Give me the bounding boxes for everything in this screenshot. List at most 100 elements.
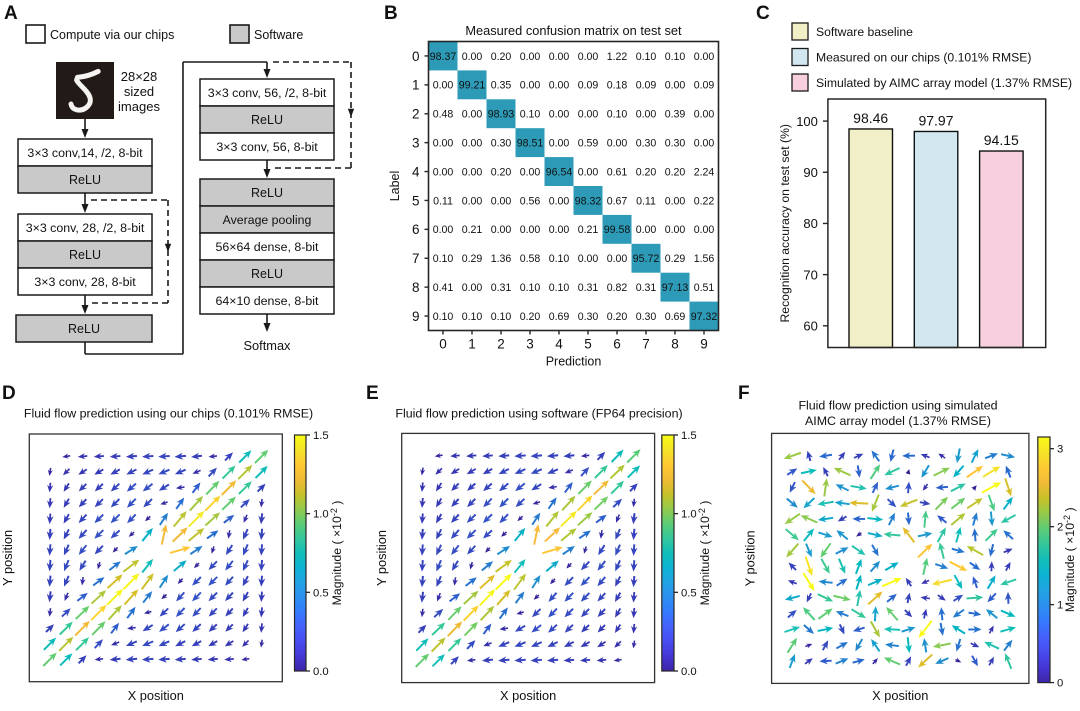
svg-text:0.0: 0.0 [313,666,329,678]
svg-text:0.59: 0.59 [578,137,599,149]
svg-text:1.0: 1.0 [681,509,697,521]
svg-text:0.00: 0.00 [433,224,454,236]
svg-text:3×3 conv, 28, /2, 8-bit: 3×3 conv, 28, /2, 8-bit [26,221,145,235]
svg-text:0.20: 0.20 [607,311,628,323]
svg-text:0.10: 0.10 [665,51,686,63]
svg-text:0.00: 0.00 [665,80,686,92]
svg-text:0.00: 0.00 [694,51,715,63]
svg-text:0.11: 0.11 [636,195,656,207]
svg-text:97.97: 97.97 [918,112,953,128]
svg-text:0.5: 0.5 [681,587,697,599]
svg-text:9: 9 [412,309,420,324]
svg-text:0.00: 0.00 [462,51,483,63]
svg-text:X position: X position [128,688,184,703]
svg-text:0.00: 0.00 [549,224,570,236]
svg-text:0.00: 0.00 [520,224,541,236]
svg-text:0.56: 0.56 [520,195,541,207]
svg-text:0.31: 0.31 [578,282,599,294]
svg-text:4: 4 [555,337,563,352]
svg-text:2: 2 [497,337,505,352]
svg-text:3×3 conv, 56, /2, 8-bit: 3×3 conv, 56, /2, 8-bit [208,86,327,100]
svg-text:0.69: 0.69 [665,311,686,323]
svg-text:28×28: 28×28 [121,69,158,84]
svg-text:4: 4 [412,164,420,179]
svg-text:0.10: 0.10 [433,311,454,323]
svg-text:0.30: 0.30 [578,311,599,323]
svg-text:98.46: 98.46 [853,110,888,126]
svg-text:98.51: 98.51 [517,137,544,149]
svg-text:0.00: 0.00 [549,137,570,149]
svg-text:0.18: 0.18 [607,80,628,92]
svg-text:Fluid flow prediction using si: Fluid flow prediction using simulated [798,398,997,412]
svg-text:0.00: 0.00 [636,109,657,121]
svg-text:0.30: 0.30 [636,311,657,323]
svg-text:0.58: 0.58 [520,253,541,265]
svg-text:6: 6 [613,337,621,352]
svg-text:0.41: 0.41 [433,282,454,294]
svg-text:97.32: 97.32 [691,311,718,323]
svg-text:0.00: 0.00 [462,137,483,149]
svg-text:0.00: 0.00 [549,195,570,207]
svg-text:Y position: Y position [743,530,758,586]
svg-text:0.10: 0.10 [491,311,512,323]
svg-text:0.21: 0.21 [462,224,483,236]
svg-text:1: 1 [468,337,476,352]
svg-text:0.00: 0.00 [549,109,570,121]
svg-text:2.24: 2.24 [694,166,715,178]
svg-text:7: 7 [642,337,650,352]
svg-text:0.20: 0.20 [665,166,686,178]
svg-text:0.10: 0.10 [433,253,454,265]
svg-text:AIMC array model (1.37% RMSE): AIMC array model (1.37% RMSE) [805,414,991,428]
svg-text:0.00: 0.00 [462,166,483,178]
svg-text:8: 8 [412,280,420,295]
svg-text:0.00: 0.00 [578,109,599,121]
svg-text:0.5: 0.5 [313,587,329,599]
svg-text:0.09: 0.09 [694,80,715,92]
svg-text:0.00: 0.00 [578,253,599,265]
svg-text:0.00: 0.00 [520,51,541,63]
svg-text:ReLU: ReLU [251,267,283,281]
svg-text:X position: X position [500,688,556,703]
svg-text:0.10: 0.10 [520,282,541,294]
svg-text:Software baseline: Software baseline [816,25,913,39]
svg-text:0.10: 0.10 [520,109,541,121]
svg-text:1: 1 [1057,600,1063,612]
svg-text:0.00: 0.00 [694,109,715,121]
svg-text:X position: X position [872,688,928,703]
svg-text:90: 90 [803,165,817,180]
svg-text:1.5: 1.5 [681,430,697,442]
svg-text:Measured confusion matrix on t: Measured confusion matrix on test set [465,23,682,38]
svg-text:Y position: Y position [0,530,15,586]
svg-text:0.20: 0.20 [491,166,512,178]
svg-text:B: B [384,3,398,24]
svg-text:1.5: 1.5 [313,430,329,442]
svg-text:0.00: 0.00 [520,80,541,92]
svg-text:0.00: 0.00 [433,80,454,92]
svg-text:64×10 dense, 8-bit: 64×10 dense, 8-bit [216,294,320,308]
svg-text:0: 0 [1057,678,1063,690]
svg-text:3×3 conv, 56, 8-bit: 3×3 conv, 56, 8-bit [216,140,318,154]
svg-text:96.54: 96.54 [546,166,573,178]
svg-text:0.29: 0.29 [665,253,686,265]
svg-text:0.00: 0.00 [462,282,483,294]
svg-text:0: 0 [412,49,420,64]
svg-text:0.00: 0.00 [491,224,512,236]
svg-text:0.30: 0.30 [665,137,686,149]
svg-text:3: 3 [1057,444,1063,456]
svg-text:0.00: 0.00 [578,51,599,63]
svg-text:Magnitude ( ×10-2 ): Magnitude ( ×10-2 ) [1062,507,1077,612]
svg-text:9: 9 [700,337,708,352]
svg-text:0.30: 0.30 [636,137,657,149]
svg-text:Average pooling: Average pooling [223,213,312,227]
svg-text:0.09: 0.09 [636,80,657,92]
svg-text:1: 1 [412,78,420,93]
svg-text:3: 3 [526,337,534,352]
svg-text:Label: Label [388,171,402,202]
svg-text:0.51: 0.51 [694,282,715,294]
svg-text:0.00: 0.00 [549,80,570,92]
svg-text:5: 5 [584,337,592,352]
svg-text:Recognition accuracy on test s: Recognition accuracy on test set (%) [778,124,792,322]
svg-text:80: 80 [803,216,817,231]
svg-text:2: 2 [1057,522,1063,534]
svg-text:98.37: 98.37 [430,51,457,63]
